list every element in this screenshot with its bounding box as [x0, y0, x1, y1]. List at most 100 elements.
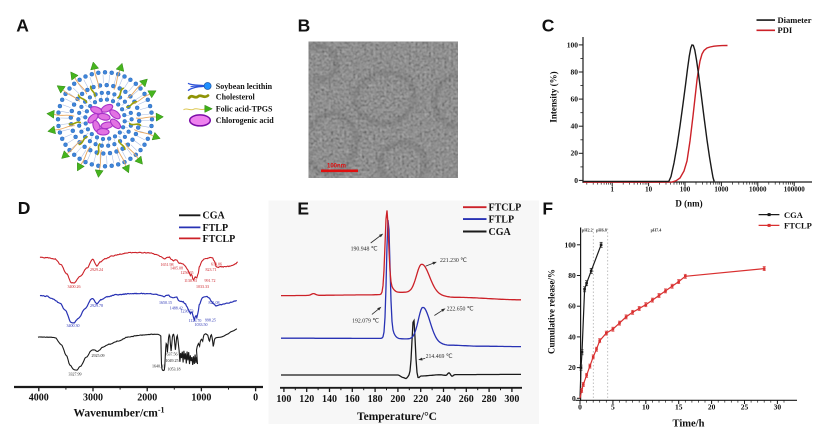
svg-text:1033.33: 1033.33: [196, 284, 209, 289]
svg-text:80: 80: [568, 271, 576, 280]
svg-text:100nm: 100nm: [327, 164, 346, 170]
svg-text:20: 20: [708, 402, 716, 411]
svg-text:Intensity (%): Intensity (%): [549, 71, 559, 122]
svg-text:B: B: [298, 15, 311, 35]
svg-text:F: F: [542, 198, 553, 218]
svg-text:FTCLP: FTCLP: [784, 221, 812, 231]
svg-text:2929.24: 2929.24: [90, 267, 103, 272]
svg-text:192.079 ℃: 192.079 ℃: [352, 318, 379, 324]
svg-text:pH7.4: pH7.4: [651, 228, 663, 233]
svg-text:100: 100: [680, 185, 691, 193]
svg-text:E: E: [297, 198, 309, 218]
svg-text:40: 40: [571, 122, 579, 131]
svg-text:240: 240: [436, 394, 451, 405]
svg-text:Diameter: Diameter: [778, 15, 812, 25]
svg-text:3400.30: 3400.30: [67, 323, 80, 328]
svg-text:1256.65: 1256.65: [181, 270, 194, 275]
svg-text:0: 0: [253, 393, 258, 404]
svg-text:0: 0: [578, 402, 582, 411]
svg-text:180: 180: [368, 394, 383, 405]
svg-text:1405.08: 1405.08: [170, 266, 183, 271]
svg-text:0: 0: [574, 176, 578, 185]
svg-text:D: D: [18, 198, 31, 218]
svg-text:100000: 100000: [784, 185, 806, 193]
svg-text:1: 1: [610, 185, 614, 193]
svg-text:140: 140: [322, 394, 337, 405]
svg-text:D (nm): D (nm): [675, 199, 702, 209]
svg-text:991.72: 991.72: [205, 278, 216, 283]
svg-text:1126.70: 1126.70: [189, 318, 202, 323]
svg-text:15: 15: [675, 402, 683, 411]
svg-text:2929.78: 2929.78: [90, 303, 103, 308]
svg-text:214.469 ℃: 214.469 ℃: [426, 354, 453, 360]
svg-text:25: 25: [741, 402, 749, 411]
svg-text:10000: 10000: [749, 185, 767, 193]
svg-text:20: 20: [571, 149, 579, 158]
svg-text:1488.42: 1488.42: [170, 306, 183, 311]
svg-text:1000: 1000: [191, 393, 211, 404]
svg-text:1640.31: 1640.31: [152, 364, 165, 369]
svg-text:Soybean lecithin: Soybean lecithin: [216, 82, 273, 91]
svg-text:1236.73: 1236.73: [181, 309, 194, 314]
svg-text:5: 5: [611, 402, 615, 411]
svg-text:A: A: [16, 16, 29, 36]
svg-text:1000: 1000: [714, 185, 729, 193]
svg-text:FTLP: FTLP: [489, 215, 515, 226]
svg-text:40: 40: [568, 332, 576, 341]
svg-text:1637.56: 1637.56: [165, 352, 178, 357]
svg-text:821.08: 821.08: [209, 300, 220, 305]
svg-text:CGA: CGA: [203, 211, 226, 222]
svg-text:1650.15: 1650.15: [159, 300, 172, 305]
svg-text:3327.99: 3327.99: [69, 372, 82, 377]
svg-text:998.25: 998.25: [205, 318, 216, 323]
svg-text:222.650 ℃: 222.650 ℃: [447, 307, 474, 313]
svg-text:100: 100: [567, 40, 579, 49]
svg-text:PDI: PDI: [778, 25, 793, 35]
svg-text:190.948 ℃: 190.948 ℃: [351, 246, 378, 252]
svg-text:Chlorogenic acid: Chlorogenic acid: [216, 116, 274, 125]
svg-text:300: 300: [504, 394, 519, 405]
svg-text:80: 80: [571, 67, 579, 76]
svg-text:FTCLP: FTCLP: [489, 203, 522, 214]
svg-text:2000: 2000: [137, 393, 157, 404]
svg-text:160: 160: [345, 394, 360, 405]
svg-text:CGA: CGA: [784, 210, 804, 220]
svg-text:Temperature/°C: Temperature/°C: [357, 411, 437, 423]
svg-text:FTLP: FTLP: [203, 223, 229, 234]
svg-text:823.71: 823.71: [206, 267, 217, 272]
svg-text:Cumulative release/%: Cumulative release/%: [547, 269, 557, 354]
svg-text:10: 10: [645, 185, 653, 193]
svg-text:30: 30: [774, 402, 782, 411]
svg-text:619.06: 619.06: [211, 261, 222, 266]
svg-text:pH2.2: pH2.2: [582, 228, 593, 233]
svg-text:60: 60: [571, 95, 579, 104]
svg-text:4000: 4000: [29, 393, 49, 404]
svg-text:FTCLP: FTCLP: [203, 234, 236, 245]
svg-text:20: 20: [568, 363, 576, 372]
svg-text:1053.18: 1053.18: [168, 367, 181, 372]
svg-text:0: 0: [572, 394, 576, 403]
svg-text:3000: 3000: [83, 393, 103, 404]
svg-text:221.230 ℃: 221.230 ℃: [440, 258, 467, 264]
svg-text:3400.26: 3400.26: [68, 284, 81, 289]
svg-text:Cholesterol: Cholesterol: [216, 92, 256, 101]
svg-text:1033.50: 1033.50: [195, 322, 208, 327]
svg-text:C: C: [542, 16, 555, 36]
svg-text:Time/h: Time/h: [673, 418, 705, 429]
svg-text:1651.98: 1651.98: [161, 262, 174, 267]
svg-text:120: 120: [299, 394, 314, 405]
svg-text:260: 260: [459, 394, 474, 405]
svg-text:200: 200: [390, 394, 405, 405]
svg-text:10: 10: [642, 402, 650, 411]
svg-text:60: 60: [568, 302, 576, 311]
svg-text:2925.09: 2925.09: [92, 353, 105, 358]
svg-text:220: 220: [413, 394, 428, 405]
svg-text:Folic acid-TPGS: Folic acid-TPGS: [216, 105, 273, 114]
svg-text:pH6.8: pH6.8: [596, 228, 607, 233]
svg-text:100: 100: [276, 394, 291, 405]
svg-text:280: 280: [482, 394, 497, 405]
svg-text:Wavenumber/cm-1: Wavenumber/cm-1: [74, 405, 165, 420]
svg-text:1049.25: 1049.25: [166, 358, 179, 363]
svg-text:100: 100: [565, 240, 577, 249]
svg-text:CGA: CGA: [489, 227, 512, 238]
